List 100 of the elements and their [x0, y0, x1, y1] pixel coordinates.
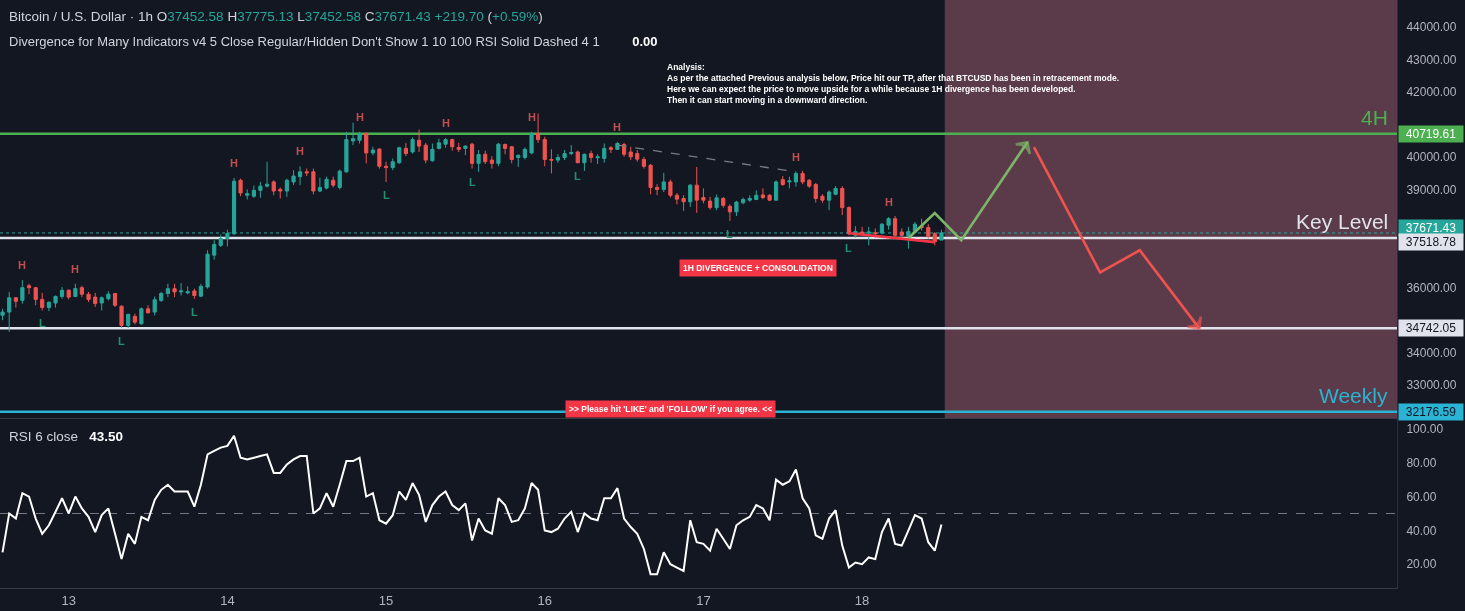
candlestick [278, 186, 283, 200]
candlestick [152, 295, 157, 316]
candlestick [635, 149, 640, 163]
candlestick [489, 155, 494, 170]
annotation: L [845, 242, 852, 254]
candlestick [483, 150, 488, 165]
ref-line-label: Weekly [1319, 384, 1388, 407]
annotation: H [71, 263, 79, 275]
candlestick [317, 177, 322, 192]
candlestick [264, 161, 270, 188]
candlestick [740, 197, 746, 205]
candlestick [106, 290, 111, 301]
candlestick [800, 170, 805, 185]
candlestick [291, 169, 296, 186]
candlestick [145, 304, 151, 315]
candlestick [668, 179, 673, 199]
candlestick [159, 291, 164, 303]
candlestick [787, 176, 792, 189]
candlestick [846, 205, 852, 236]
candlestick [727, 203, 733, 222]
candlestick [714, 194, 719, 211]
candlestick [476, 149, 481, 173]
candlestick [496, 142, 501, 167]
candlestick [377, 147, 382, 170]
candlestick [926, 223, 931, 240]
x-tick-label: 15 [378, 592, 394, 608]
candlestick [469, 142, 475, 170]
candlestick [542, 136, 547, 167]
text: Divergence for Many Indicators v4 5 Close Regular/Hidden Don't Show 1 10 100 RSI Solid Dashed 4 1 0.00 [9, 34, 658, 49]
candlestick [509, 145, 514, 164]
candlestick [463, 144, 468, 156]
candlestick [93, 292, 98, 308]
candlestick [416, 129, 422, 153]
candlestick [172, 283, 177, 298]
candlestick [297, 165, 303, 186]
candlestick [932, 231, 937, 246]
candlestick [535, 113, 541, 144]
y-tick-label: 20.00 [1406, 557, 1437, 572]
annotation: H [792, 151, 800, 163]
candlestick [205, 249, 210, 290]
candlestick [813, 182, 818, 204]
candlestick [178, 282, 184, 296]
candlestick [588, 150, 594, 164]
candlestick [311, 168, 316, 195]
candlestick [119, 304, 124, 329]
candlestick [112, 292, 118, 308]
candlestick [99, 295, 104, 311]
y-tick-label: 100.00 [1406, 422, 1444, 437]
annotation: H [885, 196, 893, 208]
candlestick [641, 156, 647, 170]
annotation: H [613, 121, 621, 133]
candlestick [126, 313, 131, 329]
candlestick [185, 285, 190, 295]
y-tick-label: 39000.00 [1406, 182, 1457, 197]
annotation: L [726, 228, 733, 240]
candlestick [430, 143, 435, 163]
candlestick [139, 307, 144, 326]
candlestick [0, 308, 5, 321]
candlestick [350, 122, 356, 146]
candlestick [674, 192, 680, 205]
candlestick [33, 286, 38, 306]
candlestick [443, 137, 448, 149]
candlestick [165, 283, 170, 298]
candlestick [26, 283, 32, 295]
y-tick-label: 34000.00 [1406, 345, 1457, 360]
candlestick [707, 196, 713, 211]
candlestick [654, 183, 660, 196]
candlestick [886, 216, 891, 231]
y-tick-label: 34742.05 [1405, 321, 1457, 335]
candlestick [337, 169, 342, 190]
y-tick-label: 42000.00 [1406, 85, 1457, 100]
candlestick [734, 200, 739, 217]
text: RSI 6 close 43.50 [9, 429, 124, 444]
candlestick [304, 168, 309, 177]
annotation: H [528, 111, 536, 123]
candlestick [807, 178, 812, 189]
y-tick-label: 40719.61 [1405, 127, 1457, 141]
candlestick [218, 234, 223, 248]
candlestick [840, 185, 845, 216]
candlestick [502, 143, 508, 155]
candlestick [20, 279, 25, 305]
y-tick-label: 36000.00 [1406, 280, 1457, 295]
candlestick [602, 143, 607, 164]
candlestick [793, 171, 799, 188]
annotation: 1H DIVERGENCE + CONSOLIDATION [683, 263, 833, 273]
candlestick [754, 189, 759, 200]
candlestick [774, 179, 779, 202]
candlestick [760, 187, 766, 200]
x-tick-label: 18 [854, 592, 870, 608]
y-tick-label: 80.00 [1406, 455, 1437, 470]
candlestick [575, 150, 580, 164]
annotation: H [296, 145, 304, 157]
y-tick-label: 37671.43 [1405, 221, 1457, 235]
candlestick [721, 196, 726, 209]
candlestick [562, 149, 567, 161]
candlestick [688, 183, 693, 208]
candlestick [271, 179, 276, 196]
candlestick [397, 146, 402, 165]
y-tick-label: 40.00 [1406, 523, 1437, 538]
candlestick [522, 146, 527, 160]
